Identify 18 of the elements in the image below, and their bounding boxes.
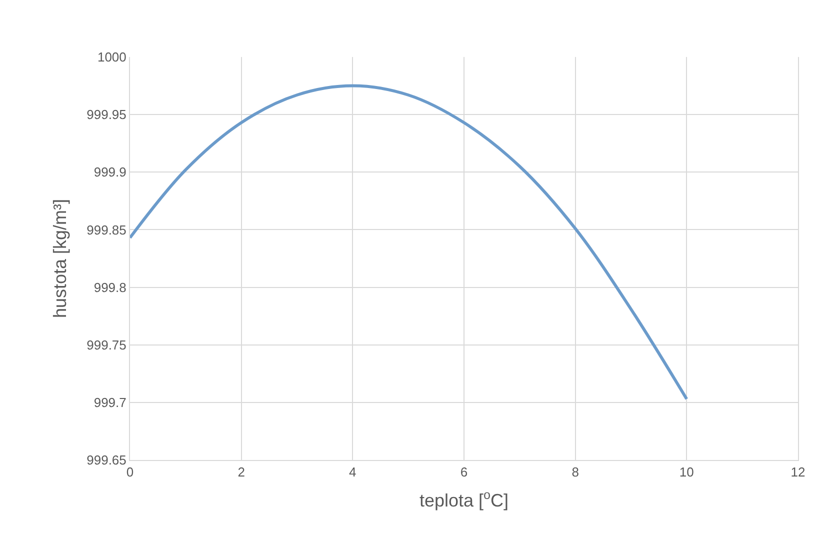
y-tick-label: 1000 — [97, 50, 126, 65]
y-tick-label: 999.8 — [94, 280, 126, 295]
y-tick-label: 999.7 — [94, 394, 126, 410]
x-tick-label: 12 — [790, 464, 806, 480]
x-tick-label: 0 — [126, 464, 134, 480]
y-axis-title: hustota [kg/m³] — [50, 198, 70, 318]
y-tick-label: 999.75 — [86, 337, 126, 352]
x-tick-label: 4 — [349, 464, 356, 480]
y-tick-label: 999.95 — [86, 107, 126, 122]
x-axis-title: teplota [$^{o}$C] — [419, 488, 509, 511]
x-tick-label: 6 — [460, 464, 468, 480]
x-tick-label: 2 — [238, 464, 245, 480]
y-tick-label: 999.9 — [94, 164, 126, 180]
y-tick-label: 999.65 — [86, 452, 126, 468]
x-tick-label: 10 — [679, 464, 694, 480]
x-tick-label: 8 — [572, 464, 579, 480]
line-series — [130, 84, 688, 400]
y-tick-label: 999.85 — [86, 222, 126, 238]
